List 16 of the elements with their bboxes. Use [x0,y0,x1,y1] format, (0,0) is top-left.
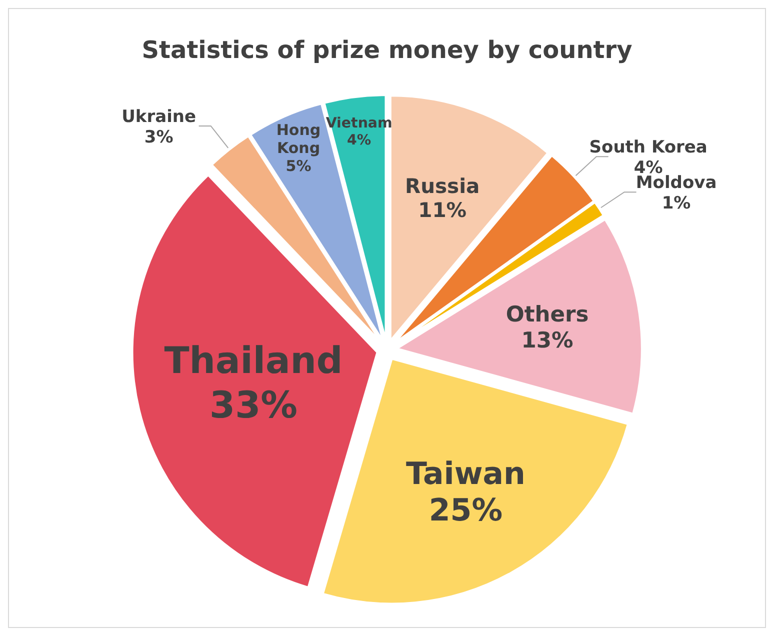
data-label: 13% [521,328,574,354]
slice-label: Taiwan [406,456,526,492]
chart-title: Statistics of prize money by country [142,36,633,64]
slice-label: South Korea [589,138,708,158]
slice-label: Ukraine [122,106,196,127]
slice-label: Russia [405,174,480,198]
slice-label: Others [506,302,589,328]
data-label: 25% [428,492,503,529]
data-label: 4% [347,132,372,149]
slice-label: Hong Kong [276,121,321,158]
data-label: 1% [662,194,691,214]
data-label: 3% [144,127,174,148]
data-label: 5% [286,157,312,176]
data-label: 33% [209,383,298,426]
slice-label: Thailand [164,339,343,382]
data-label: 11% [418,198,467,222]
